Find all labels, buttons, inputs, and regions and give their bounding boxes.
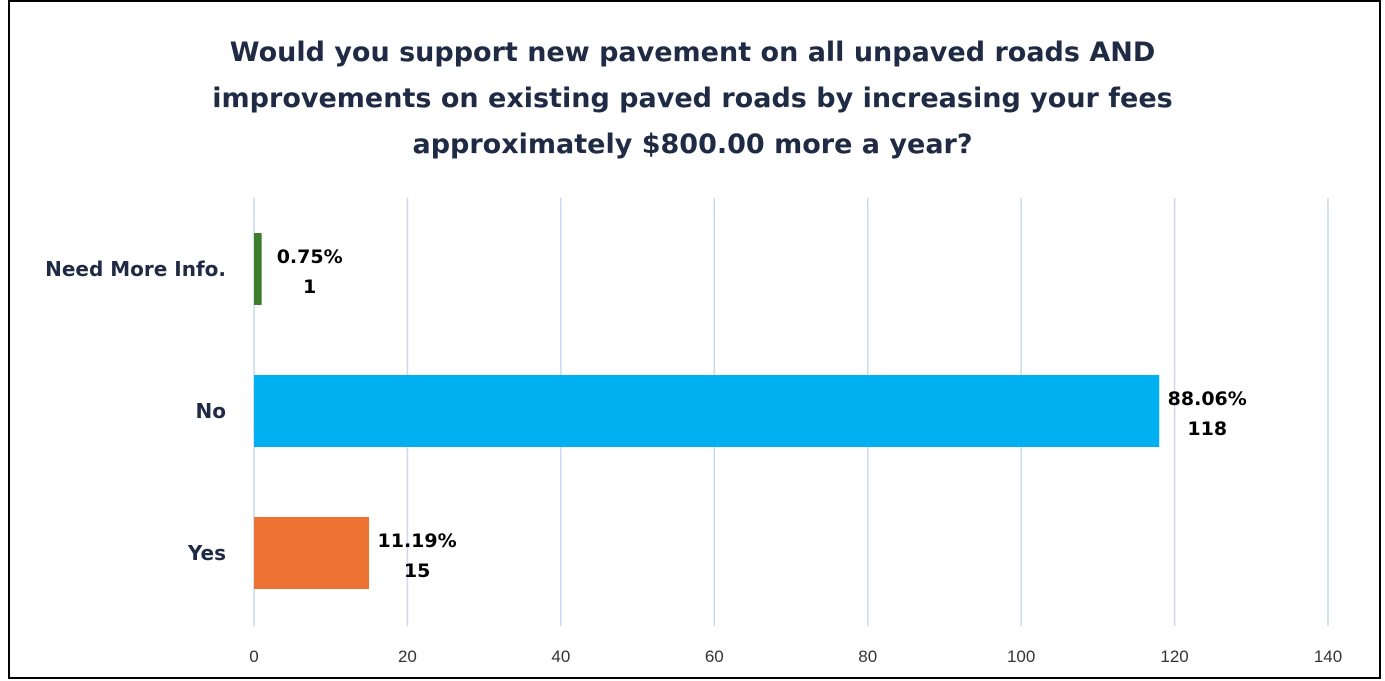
data-label-percent: 0.75% bbox=[277, 246, 343, 268]
data-label-count: 1 bbox=[303, 276, 316, 298]
x-tick-label: 100 bbox=[1007, 647, 1035, 666]
category-label: No bbox=[196, 399, 226, 423]
category-label: Yes bbox=[187, 541, 226, 565]
x-tick-label: 60 bbox=[705, 647, 724, 666]
chart-title: Would you support new pavement on all un… bbox=[80, 30, 1305, 168]
data-label-count: 118 bbox=[1187, 418, 1227, 440]
x-tick-label: 120 bbox=[1160, 647, 1188, 666]
x-tick-label: 40 bbox=[551, 647, 570, 666]
chart-title-line-3: approximately $800.00 more a year? bbox=[412, 129, 973, 160]
bar-2 bbox=[254, 517, 370, 589]
data-label-count: 15 bbox=[404, 560, 430, 582]
chart-title-line-1: Would you support new pavement on all un… bbox=[229, 37, 1156, 68]
x-tick-label: 80 bbox=[858, 647, 877, 666]
data-label-percent: 88.06% bbox=[1168, 388, 1247, 410]
data-label-percent: 11.19% bbox=[378, 530, 457, 552]
chart-title-line-2: improvements on existing paved roads by … bbox=[212, 83, 1173, 114]
x-tick-label: 140 bbox=[1314, 647, 1342, 666]
x-tick-label: 0 bbox=[249, 647, 258, 666]
category-label: Need More Info. bbox=[45, 257, 226, 281]
chart-frame bbox=[8, 0, 1381, 679]
x-tick-label: 20 bbox=[398, 647, 417, 666]
bar-1 bbox=[254, 375, 1160, 447]
bar-0 bbox=[254, 233, 262, 305]
